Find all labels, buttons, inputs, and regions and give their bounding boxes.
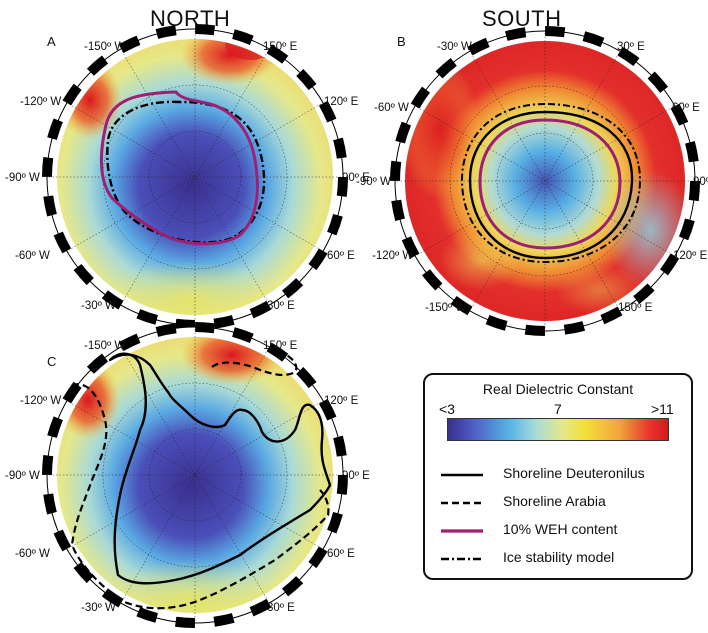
- panel-c-map: [42, 322, 348, 628]
- panel-a-lon-label: -120º W: [20, 96, 62, 108]
- panel-a-lon-label: -60º W: [15, 250, 50, 262]
- panel-b-label: B: [397, 34, 406, 49]
- panel-a-label: A: [47, 34, 56, 49]
- dashdot-line-icon: [441, 557, 483, 561]
- panel-c-label: C: [47, 354, 57, 369]
- dashed-line-icon: [441, 501, 483, 505]
- panel-c-lon-label: 30º E: [267, 602, 295, 614]
- panel-a-lon-label: 30º E: [267, 300, 295, 312]
- panel-a-lon-label: 60º E: [327, 250, 355, 262]
- magenta-line-icon: [441, 529, 483, 533]
- panel-a-lon-label: -30º W: [81, 300, 116, 312]
- panel-b-lon-label: 150º E: [618, 302, 653, 314]
- panel-b-lon-label: 30º E: [617, 41, 645, 53]
- panel-a-map: [42, 24, 348, 330]
- colorbar: [447, 418, 669, 441]
- panel-a-lon-label: -90º W: [5, 172, 40, 184]
- legend-tick-mid: 7: [554, 401, 562, 417]
- legend-label: Shoreline Arabia: [503, 493, 606, 509]
- panel-a-lon-label: 90º E: [342, 172, 370, 184]
- panel-b-lon-label: -60º W: [374, 102, 409, 114]
- panel-a-lon-label: -150º W: [84, 41, 126, 53]
- panel-c-lon-label: -60º W: [15, 548, 50, 560]
- legend-title: Real Dielectric Constant: [482, 381, 634, 397]
- legend-label: Ice stability model: [503, 549, 615, 565]
- panel-c-lon-label: -90º W: [5, 470, 40, 482]
- panel-a-lon-label: 150º E: [263, 41, 298, 53]
- panel-c-lon-label: -150º W: [84, 340, 126, 352]
- legend-tick-low: <3: [439, 401, 455, 417]
- panel-b-map: [390, 26, 700, 336]
- panel-c-lon-label: 150º E: [263, 340, 298, 352]
- panel-a-lon-label: 120º E: [324, 96, 359, 108]
- panel-c-lon-label: 60º E: [327, 548, 355, 560]
- panel-b-lon-label: -90º W: [356, 176, 391, 188]
- panel-c-lon-label: -120º W: [20, 395, 62, 407]
- panel-b-lon-label: 60º E: [672, 102, 700, 114]
- legend-tick-high: >11: [651, 401, 674, 417]
- panel-b-lon-label: -150º W: [425, 302, 467, 314]
- solid-line-icon: [441, 473, 483, 477]
- north-header: NORTH: [150, 6, 231, 31]
- panel-c-lon-label: 90º E: [342, 470, 370, 482]
- legend-box: Real Dielectric Constant <3 7 >11 Shorel…: [423, 373, 693, 580]
- panel-b-lon-label: -30º W: [437, 41, 472, 53]
- legend-label: Shoreline Deuteronilus: [503, 465, 645, 481]
- legend-label: 10% WEH content: [503, 521, 618, 537]
- panel-b-lon-label: -120º W: [372, 250, 414, 262]
- panel-c-lon-label: -30º W: [81, 602, 116, 614]
- panel-c-lon-label: 120º E: [324, 395, 359, 407]
- panel-b-lon-label: 90º E: [693, 176, 708, 188]
- panel-b-lon-label: 120º E: [673, 250, 708, 262]
